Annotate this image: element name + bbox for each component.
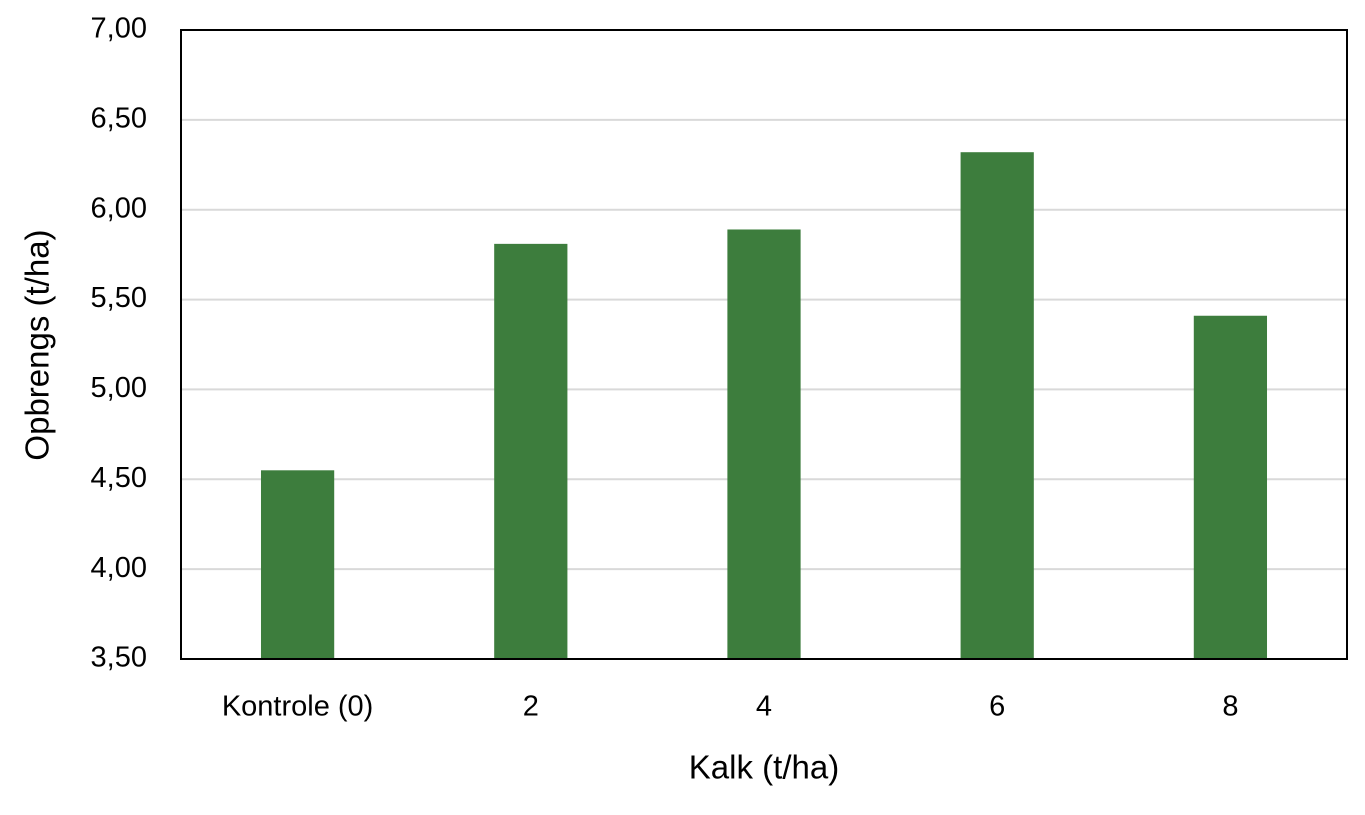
bar [727, 229, 801, 660]
bar [494, 243, 568, 660]
y-tick-label: 5,50 [91, 282, 147, 314]
x-tick-label: 8 [1222, 691, 1238, 723]
x-tick-label: 6 [989, 691, 1005, 723]
y-tick-label: 5,00 [91, 372, 147, 404]
y-tick-label: 6,50 [91, 103, 147, 135]
bar [260, 470, 335, 659]
y-tick-label: 7,00 [91, 13, 147, 45]
bar [1193, 315, 1268, 659]
x-tick-label: 4 [756, 691, 772, 723]
x-tick-label: 2 [523, 691, 539, 723]
y-tick-label: 6,00 [91, 192, 147, 224]
x-axis-title: Kalk (t/ha) [689, 749, 839, 786]
y-tick-label: 4,00 [91, 552, 147, 584]
bar [960, 152, 1034, 659]
x-tick-label: Kontrole (0) [222, 691, 374, 723]
y-tick-label: 4,50 [91, 462, 147, 494]
plot-frame [180, 29, 1348, 660]
y-axis-title: Opbrengs (t/ha) [19, 229, 56, 460]
y-tick-label: 3,50 [91, 642, 147, 674]
